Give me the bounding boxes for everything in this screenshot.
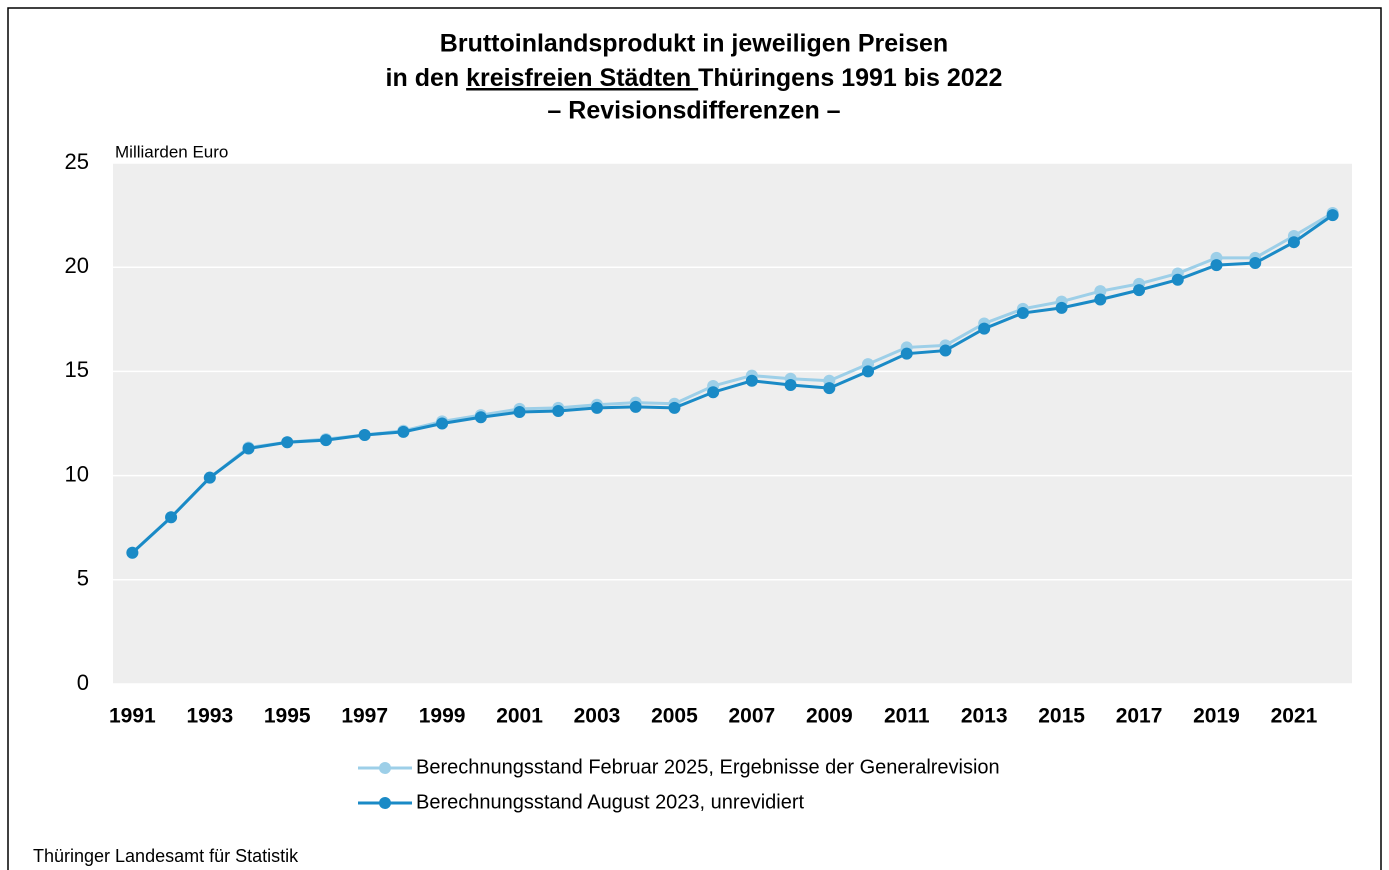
data-point (474, 411, 487, 424)
x-tick-label: 1999 (419, 705, 466, 728)
x-tick-label: 2001 (496, 705, 543, 728)
x-tick-label: 1995 (264, 705, 311, 728)
x-tick-label: 2013 (961, 705, 1008, 728)
y-axis-label: Milliarden Euro (115, 142, 228, 161)
source: Thüringer Landesamt für Statistik (33, 846, 299, 866)
data-point (1249, 257, 1262, 270)
legend-marker (379, 797, 391, 809)
x-tick-label: 1991 (109, 705, 156, 728)
data-point (1133, 284, 1146, 297)
data-point (978, 322, 991, 335)
data-point (319, 434, 332, 447)
x-tick-label: 2003 (574, 705, 621, 728)
frame (7, 7, 1382, 870)
data-point (552, 404, 565, 417)
plot-area (113, 163, 1352, 684)
y-tick-label: 10 (65, 461, 89, 486)
x-tick-label: 2017 (1116, 705, 1163, 728)
data-point (745, 374, 758, 387)
data-point (590, 401, 603, 414)
data-point (862, 365, 875, 378)
title-line-1: Bruttoinlandsprodukt in jeweiligen Preis… (440, 30, 948, 58)
x-tick-label: 2015 (1038, 705, 1085, 728)
data-point (1171, 273, 1184, 286)
data-point (707, 386, 720, 399)
data-point (358, 428, 371, 441)
title-line-3: – Revisionsdifferenzen – (547, 97, 840, 125)
x-tick-label: 1997 (341, 705, 388, 728)
data-point (784, 378, 797, 391)
x-tick-label: 2009 (806, 705, 853, 728)
x-tick-label: 1993 (186, 705, 233, 728)
title-line-2: in den kreisfreien Städten Thüringens 19… (386, 64, 1003, 92)
data-point (165, 511, 178, 524)
x-tick-label: 2021 (1271, 705, 1318, 728)
data-point (629, 400, 642, 413)
data-point (126, 546, 139, 559)
legend-marker (379, 762, 391, 774)
x-tick-label: 2007 (729, 705, 776, 728)
title-part: Thüringens 1991 bis 2022 (698, 64, 1002, 92)
y-tick-label: 25 (65, 149, 89, 174)
data-point (242, 442, 255, 455)
data-point (900, 347, 913, 360)
data-point (436, 417, 449, 430)
data-point (1094, 285, 1107, 298)
x-tick-label: 2011 (884, 705, 930, 728)
data-point (513, 406, 526, 419)
y-tick-label: 20 (65, 253, 89, 278)
x-tick-label: 2005 (651, 705, 698, 728)
y-tick-label: 15 (65, 357, 89, 382)
y-tick-label: 0 (77, 670, 89, 695)
y-tick-label: 5 (77, 566, 89, 591)
data-point (939, 344, 952, 357)
data-point (1210, 259, 1223, 272)
legend-label: Berechnungsstand Februar 2025, Ergebniss… (416, 756, 1000, 778)
data-point (1016, 307, 1029, 320)
data-point (1287, 236, 1300, 249)
legend-label: Berechnungsstand August 2023, unrevidier… (416, 791, 804, 813)
title-underlined: kreisfreien Städten (466, 64, 698, 92)
data-point (203, 471, 216, 484)
x-tick-label: 2019 (1193, 705, 1240, 728)
data-point (281, 436, 294, 449)
series-line (131, 213, 1334, 554)
data-point (1094, 293, 1107, 306)
title-part: in den (386, 64, 467, 92)
data-point (1326, 209, 1339, 222)
data-point (397, 425, 410, 438)
data-point (823, 382, 836, 395)
data-point (668, 401, 681, 414)
data-point (1055, 301, 1068, 314)
